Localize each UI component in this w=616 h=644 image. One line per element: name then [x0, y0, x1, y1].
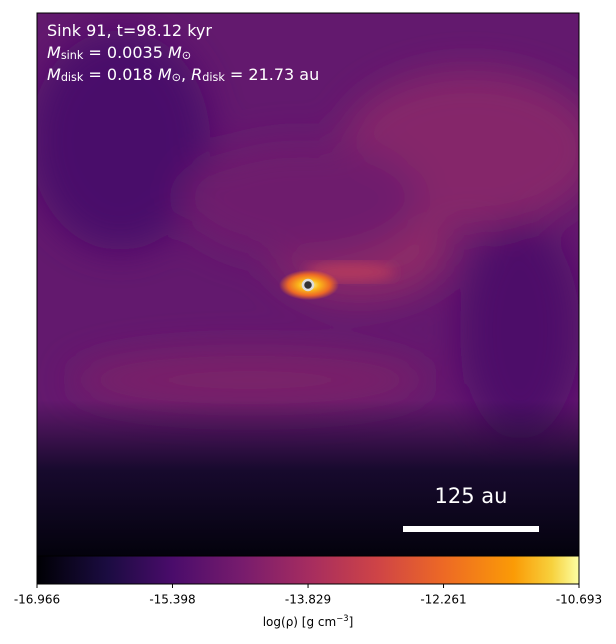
colorbar	[36, 555, 580, 585]
sink-marker	[301, 278, 315, 292]
scale-bar-label: 125 au	[435, 484, 508, 508]
text-segment: disk	[202, 71, 225, 84]
text-segment: −3	[336, 613, 348, 623]
annotation: Sink 91, t=98.12 kyr	[47, 21, 212, 40]
text-segment: log(ρ) [g cm	[263, 615, 337, 629]
annotation: Mdisk = 0.018 M⊙, Rdisk = 21.73 au	[47, 65, 319, 84]
colorbar-tick-label: -16.966	[14, 593, 60, 607]
colorbar-tick-label: -12.261	[420, 593, 466, 607]
colorbar-label: log(ρ) [g cm−3]	[263, 613, 354, 628]
text-segment: M	[158, 65, 172, 84]
text-segment: = 21.73 au	[225, 65, 319, 84]
text-segment: ⊙	[182, 49, 191, 62]
colorbar-tick-label: -10.693	[556, 593, 602, 607]
text-segment: = 0.018	[83, 65, 157, 84]
text-segment: M	[47, 43, 61, 62]
text-segment: R	[191, 65, 202, 84]
text-segment: disk	[61, 71, 84, 84]
text-segment: = 0.0035	[83, 43, 168, 62]
text-segment: ]	[349, 615, 354, 629]
text-segment: M	[47, 65, 61, 84]
annotation: Msink = 0.0035 M⊙	[47, 43, 191, 62]
text-segment: Sink 91, t=98.12 kyr	[47, 21, 212, 40]
colorbar-tick-label: -13.829	[285, 593, 331, 607]
text-segment: sink	[61, 49, 84, 62]
density-image: 125 au	[37, 13, 579, 556]
text-segment: M	[168, 43, 182, 62]
text-segment: ⊙	[172, 71, 181, 84]
colorbar-tick-label: -15.398	[149, 593, 195, 607]
text-segment: ,	[181, 65, 191, 84]
